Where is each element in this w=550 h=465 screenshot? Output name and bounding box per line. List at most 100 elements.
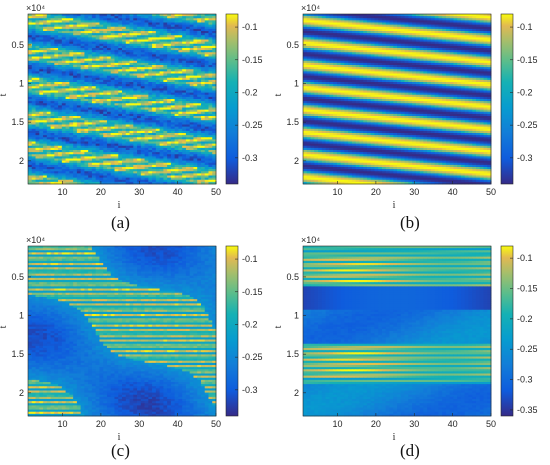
heatmap-cell xyxy=(340,48,345,51)
heatmap-cell xyxy=(303,50,308,53)
heatmap-cell xyxy=(355,26,360,30)
heatmap-cell xyxy=(129,111,134,115)
heatmap-cell xyxy=(50,162,55,166)
heatmap-cell xyxy=(415,24,420,28)
heatmap-cell xyxy=(122,111,127,115)
heatmap-cell xyxy=(140,20,145,23)
heatmap-cell xyxy=(95,177,100,181)
heatmap-cell xyxy=(445,20,451,23)
heatmap-cell xyxy=(189,16,194,19)
heatmap-cell xyxy=(46,37,51,40)
heatmap-cell xyxy=(65,94,70,98)
heatmap-cell xyxy=(73,82,78,85)
heatmap-cell xyxy=(88,133,93,136)
heatmap-cell xyxy=(50,126,55,130)
heatmap-cell xyxy=(80,90,85,94)
heatmap-cell xyxy=(137,56,142,60)
heatmap-cell xyxy=(212,26,217,30)
heatmap-cell xyxy=(200,141,206,145)
heatmap-cell xyxy=(340,41,345,45)
heatmap-cell xyxy=(114,73,119,77)
heatmap-cell xyxy=(212,150,217,153)
heatmap-cell xyxy=(427,28,432,32)
heatmap-cell xyxy=(73,22,78,26)
heatmap-cell xyxy=(43,22,48,26)
heatmap-cell xyxy=(336,52,341,55)
heatmap-cell xyxy=(193,45,198,49)
heatmap-cell xyxy=(148,137,153,140)
heatmap-cell xyxy=(73,150,78,153)
heatmap-cell xyxy=(73,105,78,108)
heatmap-cell xyxy=(163,179,168,183)
heatmap-cell xyxy=(457,35,462,38)
heatmap-cell xyxy=(393,31,398,34)
heatmap-cell xyxy=(122,135,127,138)
heatmap-cell xyxy=(133,167,138,170)
heatmap-cell xyxy=(80,20,85,23)
heatmap-cell xyxy=(212,152,217,155)
heatmap-cell xyxy=(54,156,59,159)
heatmap-cell xyxy=(114,20,119,23)
heatmap-cell xyxy=(84,33,89,36)
heatmap-cell xyxy=(155,113,160,117)
heatmap-cell xyxy=(170,169,176,172)
heatmap-cell xyxy=(114,120,119,123)
heatmap-cell xyxy=(189,164,194,168)
heatmap-cell xyxy=(475,24,481,28)
heatmap-cell xyxy=(118,60,123,64)
heatmap-cell xyxy=(457,28,462,32)
heatmap-cell xyxy=(43,135,48,138)
heatmap-cell xyxy=(197,109,202,113)
heatmap-cell xyxy=(182,135,187,138)
heatmap-cell xyxy=(43,124,48,128)
heatmap-cell xyxy=(163,20,168,23)
heatmap-cell xyxy=(61,105,66,108)
heatmap-cell xyxy=(348,39,353,43)
heatmap-cell xyxy=(69,52,74,55)
heatmap-cell xyxy=(125,107,130,111)
heatmap-cell xyxy=(58,111,63,115)
heatmap-cell xyxy=(167,118,172,121)
heatmap-cell xyxy=(167,67,172,70)
heatmap-cell xyxy=(114,118,119,121)
heatmap-cell xyxy=(99,175,104,179)
heatmap-cell xyxy=(208,164,213,168)
heatmap-cell xyxy=(170,79,176,83)
heatmap-cell xyxy=(472,50,477,53)
heatmap-cell xyxy=(110,169,115,172)
heatmap-cell xyxy=(39,164,44,168)
heatmap-cell xyxy=(348,24,353,28)
heatmap-cell xyxy=(178,103,183,106)
heatmap-cell xyxy=(95,37,100,40)
heatmap-cell xyxy=(103,160,108,164)
heatmap-cell xyxy=(197,54,202,57)
heatmap-cell xyxy=(58,177,63,181)
heatmap-cell xyxy=(73,67,78,70)
heatmap-cell xyxy=(167,175,172,179)
heatmap-cell xyxy=(69,35,74,38)
heatmap-cell xyxy=(212,111,217,115)
heatmap-cell xyxy=(397,16,402,19)
heatmap-cell xyxy=(118,122,123,125)
heatmap-cell xyxy=(106,90,112,94)
heatmap-cell xyxy=(137,147,142,151)
heatmap-cell xyxy=(61,130,66,134)
heatmap-cell xyxy=(88,52,93,55)
heatmap-cell xyxy=(140,158,145,162)
heatmap-cell xyxy=(39,126,44,130)
heatmap-cell xyxy=(54,107,59,111)
heatmap-cell xyxy=(118,28,123,32)
heatmap-cell xyxy=(178,113,183,117)
heatmap-cell xyxy=(103,69,108,72)
heatmap-cell xyxy=(65,58,70,62)
heatmap-cell xyxy=(208,116,213,119)
heatmap-cell xyxy=(76,111,82,115)
heatmap-cell xyxy=(91,14,97,17)
heatmap-cell xyxy=(182,41,187,45)
heatmap-cell xyxy=(427,33,432,36)
heatmap-cell xyxy=(381,33,387,36)
heatmap-cell xyxy=(28,126,33,130)
heatmap-cell xyxy=(91,143,97,147)
heatmap-cell xyxy=(144,56,149,60)
heatmap-cell xyxy=(95,137,100,140)
